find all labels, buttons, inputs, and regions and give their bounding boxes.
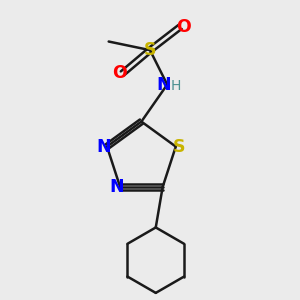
Text: H: H [171, 79, 181, 93]
Text: N: N [157, 76, 171, 94]
Text: S: S [144, 41, 156, 59]
Text: N: N [96, 138, 111, 156]
Text: N: N [110, 178, 124, 196]
Text: O: O [176, 18, 191, 36]
Text: O: O [112, 64, 126, 82]
Text: S: S [173, 138, 185, 156]
